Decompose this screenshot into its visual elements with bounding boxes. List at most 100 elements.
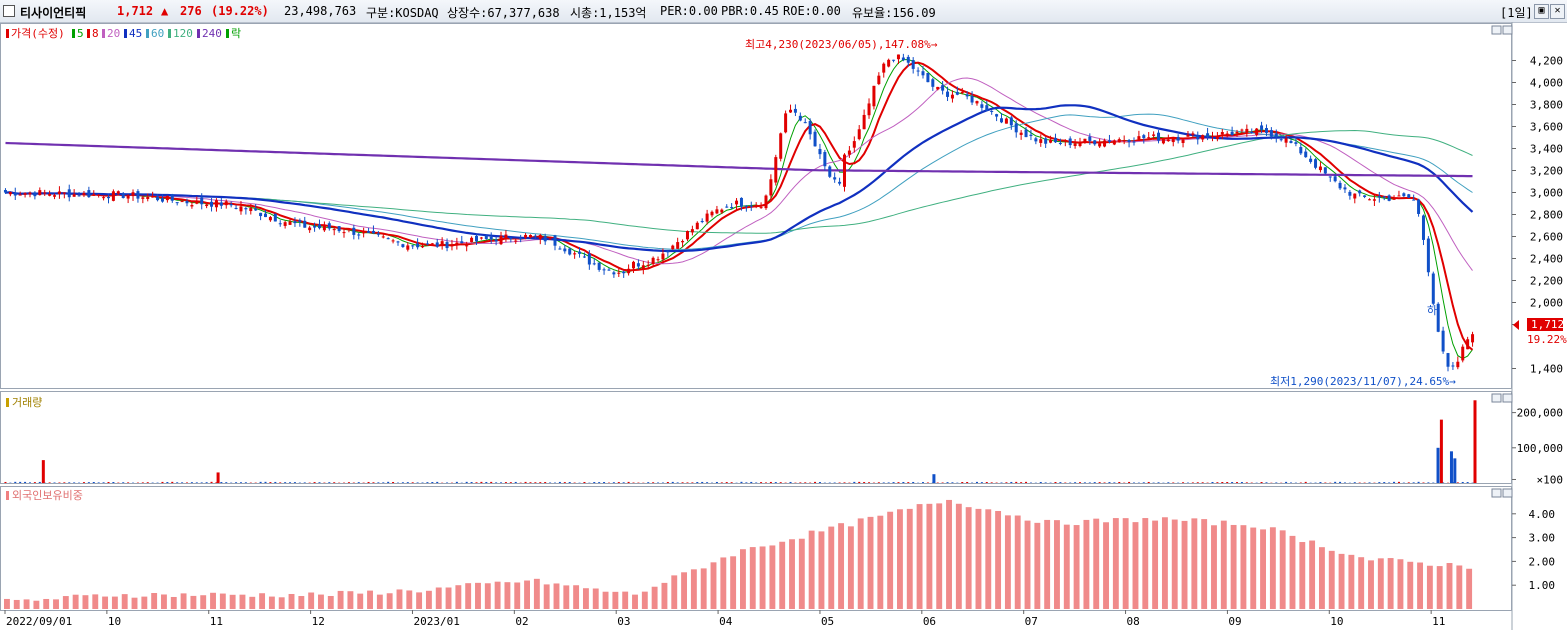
candle-body xyxy=(735,200,739,205)
legend-item: 120 xyxy=(173,27,193,40)
volume-panel[interactable] xyxy=(0,391,1512,484)
candle-body xyxy=(528,234,532,238)
candle-body xyxy=(224,201,228,206)
volume-bar xyxy=(868,482,871,483)
volume-bar xyxy=(882,482,885,483)
candle-body xyxy=(833,177,837,180)
candle-body xyxy=(146,196,150,199)
candle-body xyxy=(205,204,209,207)
volume-bar xyxy=(215,482,218,483)
foreign-bar xyxy=(592,588,599,609)
x-tick-label: 07 xyxy=(1025,615,1038,628)
volume-bar xyxy=(563,482,566,483)
foreign-bar xyxy=(720,557,727,609)
x-tick-label: 06 xyxy=(923,615,936,628)
volume-bar xyxy=(82,482,85,483)
y-axis-labels: 4,200 4,000 3,800 3,600 3,400 3,200 3,000 2,800… xyxy=(1512,55,1563,592)
volume-bar xyxy=(357,482,360,483)
foreign-bar xyxy=(1456,565,1463,609)
price-panel-buttons[interactable] xyxy=(1491,25,1513,35)
candle-body xyxy=(484,235,488,240)
volume-bar xyxy=(804,482,807,483)
candle-body xyxy=(975,101,979,104)
candle-body xyxy=(185,201,189,204)
foreign-bar xyxy=(1034,522,1041,609)
x-tick-label: 10 xyxy=(1330,615,1343,628)
candle-body xyxy=(160,198,164,202)
candle-body xyxy=(489,236,493,240)
candle-body xyxy=(102,197,106,199)
candle-body xyxy=(1323,167,1327,174)
candle-body xyxy=(715,209,719,214)
volume-bar xyxy=(681,482,684,483)
legend-swatch xyxy=(197,29,200,38)
candle-body xyxy=(1107,140,1111,142)
foreign-bar xyxy=(641,591,648,609)
volume-bar xyxy=(401,482,404,483)
candle-body xyxy=(43,192,47,194)
candle-body xyxy=(828,166,832,177)
candle-body xyxy=(960,92,964,94)
price-change: 276 xyxy=(180,4,202,18)
candle-body xyxy=(97,194,101,196)
candle-body xyxy=(1264,128,1268,133)
volume-bar xyxy=(1221,482,1224,483)
volume-bar xyxy=(102,482,105,483)
foreign-bar xyxy=(376,594,383,609)
foreign-bar xyxy=(1161,517,1168,609)
volume-bar xyxy=(1020,482,1023,483)
foreign-bar xyxy=(1358,557,1365,609)
candle-body xyxy=(916,70,920,72)
restore-icon[interactable]: ▣ xyxy=(1534,4,1549,19)
volume-bar xyxy=(1226,482,1229,483)
candle-body xyxy=(1240,129,1244,131)
candle-body xyxy=(798,115,802,121)
candle-body xyxy=(62,192,66,194)
foreign-bar xyxy=(965,507,972,609)
candle-body xyxy=(877,75,881,85)
volume-panel-buttons[interactable] xyxy=(1491,393,1513,403)
volume-bar xyxy=(53,482,56,483)
candle-body xyxy=(842,154,846,187)
candle-body xyxy=(661,253,665,260)
select-checkbox[interactable] xyxy=(3,5,15,17)
candle-body xyxy=(28,192,32,195)
foreign-bar xyxy=(121,594,128,609)
foreign-bar xyxy=(710,562,717,609)
candle-body xyxy=(342,232,346,234)
volume-bar xyxy=(1368,482,1371,483)
candle-body xyxy=(1269,130,1273,137)
foreign-bar xyxy=(995,510,1002,609)
foreign-ownership-panel[interactable] xyxy=(0,486,1512,611)
event-marker: 하 xyxy=(1427,303,1437,317)
candle-body xyxy=(651,257,655,265)
volume-bar xyxy=(843,482,846,483)
volume-bar xyxy=(1196,482,1199,483)
volume-bar xyxy=(951,482,954,483)
foreign-bar xyxy=(533,578,540,609)
candle-body xyxy=(48,194,52,196)
volume-bar xyxy=(1039,481,1042,483)
foreign-panel-buttons[interactable] xyxy=(1491,488,1513,498)
foreign-bar xyxy=(1279,530,1286,609)
volume-bar xyxy=(205,482,208,483)
candle-body xyxy=(259,212,263,217)
volume-bar xyxy=(789,481,792,483)
close-icon[interactable]: ✕ xyxy=(1550,4,1565,19)
stock-chart[interactable]: 가격(수정) 5 8 20 45 60 120 240 락 거래량 외국인보유비중 4,2004… xyxy=(0,22,1567,630)
volume-bar xyxy=(1427,482,1430,483)
foreign-bar xyxy=(897,509,903,609)
foreign-bar xyxy=(33,600,40,609)
foreign-bar xyxy=(318,594,324,609)
candle-body xyxy=(1176,136,1180,141)
volume-bar xyxy=(63,482,66,483)
volume-bar xyxy=(558,481,561,483)
foreign-bar xyxy=(72,594,79,609)
volume-bar xyxy=(97,482,100,483)
volume-bar xyxy=(764,482,767,483)
period-button[interactable]: [1일] xyxy=(1500,6,1533,20)
foreign-bar xyxy=(690,569,697,609)
candle-body xyxy=(1417,199,1421,214)
current-price: 1,712 xyxy=(117,4,154,18)
candle-body xyxy=(298,220,302,222)
